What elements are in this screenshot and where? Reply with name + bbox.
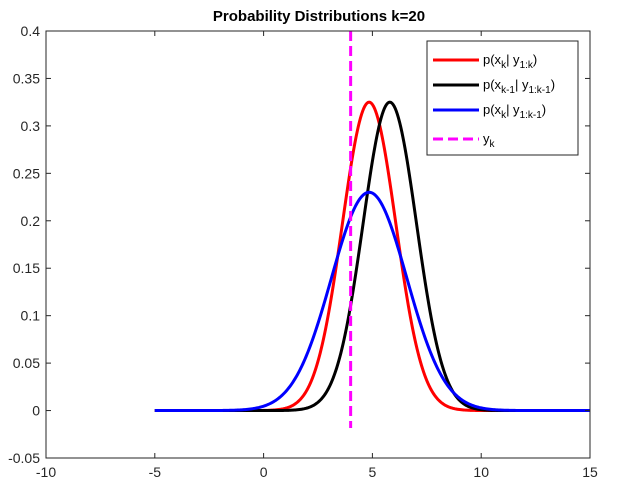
y-tick-label: 0.1 <box>21 308 41 324</box>
y-tick-label: 0 <box>32 403 40 419</box>
x-tick-label: -10 <box>36 464 56 480</box>
x-tick-label: 10 <box>473 464 489 480</box>
axes-layer: -10 -5 0 5 10 15 -0.05 0 0.05 0.1 0.15 0.2 0.25 0.3 0.… <box>8 23 598 480</box>
y-tick-label: -0.05 <box>8 450 40 466</box>
x-tick-label: 15 <box>582 464 598 480</box>
legend-label-2: p(xk| y1:k-1) <box>483 102 546 121</box>
x-tick-label: 0 <box>260 464 268 480</box>
legend-label-1: p(xk-1| y1:k-1) <box>483 77 555 96</box>
x-tick-label: -5 <box>149 464 162 480</box>
legend: p(xk| y1:k) p(xk-1| y1:k-1) p(xk| y1:k-1) y… <box>426 40 579 156</box>
legend-label-0: p(xk| y1:k) <box>483 52 537 71</box>
y-tick-label: 0.05 <box>13 355 40 371</box>
y-tick-label: 0.35 <box>13 70 40 86</box>
y-tick-label: 0.2 <box>21 213 41 229</box>
legend-label-3: yk <box>483 131 496 150</box>
y-tick-label: 0.25 <box>13 165 40 181</box>
series-layer <box>154 31 590 428</box>
y-tick-label: 0.15 <box>13 260 40 276</box>
y-tick-label: 0.3 <box>21 118 41 134</box>
axes-box <box>45 30 591 459</box>
series-line-2 <box>154 190 590 413</box>
y-tick-label: 0.4 <box>21 23 41 39</box>
chart-title: Probability Distributions k=20 <box>213 8 425 25</box>
x-tick-label: 5 <box>369 464 377 480</box>
